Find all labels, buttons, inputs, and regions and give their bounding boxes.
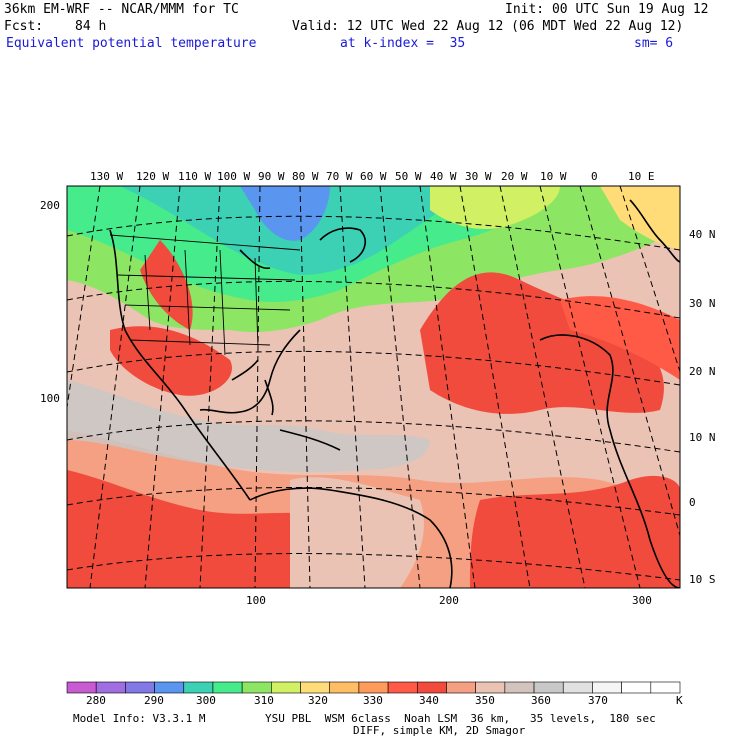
lat-label: 10 N [689, 431, 716, 444]
colorbar-swatch [358, 681, 389, 694]
color-bar [66, 681, 681, 694]
lon-label: 50 W [395, 170, 422, 183]
lon-label: 120 W [136, 170, 170, 183]
grid-y-label: 100 [40, 392, 60, 405]
forecast-hour: 84 h [75, 19, 107, 34]
colorbar-tick: 320 [308, 694, 328, 707]
lon-label: 0 [591, 170, 598, 183]
model-title: 36km EM-WRF -- NCAR/MMM for TC [4, 2, 239, 17]
colorbar-swatch [562, 681, 593, 694]
init-time: Init: 00 UTC Sun 19 Aug 12 [505, 2, 709, 17]
lon-label: 10 E [628, 170, 655, 183]
colorbar-swatch [183, 681, 214, 694]
colorbar-tick: 300 [196, 694, 216, 707]
colorbar-swatch [329, 681, 360, 694]
colorbar-tick: 280 [86, 694, 106, 707]
lon-label: 20 W [501, 170, 528, 183]
lon-label: 70 W [326, 170, 353, 183]
lat-label: 0 [689, 496, 696, 509]
colorbar-swatch [212, 681, 243, 694]
forecast-label: Fcst: [4, 19, 44, 34]
colorbar-swatch [592, 681, 622, 694]
grid-x-label: 100 [246, 594, 266, 607]
colorbar-swatch [504, 681, 535, 694]
colorbar-tick: 310 [254, 694, 274, 707]
colorbar-swatch [125, 681, 155, 694]
colorbar-swatch [416, 681, 447, 694]
lon-label: 90 W [258, 170, 285, 183]
smoothing-info: sm= 6 [634, 36, 674, 51]
colorbar-swatch [446, 681, 476, 694]
lat-label: 20 N [689, 365, 716, 378]
lon-label: 60 W [360, 170, 387, 183]
lon-label: 80 W [292, 170, 319, 183]
grid-y-label: 200 [40, 199, 60, 212]
theta-e-field [67, 186, 680, 588]
field-name: Equivalent potential temperature [6, 36, 257, 51]
valid-time: Valid: 12 UTC Wed 22 Aug 12 (06 MDT Wed … [292, 19, 684, 34]
colorbar-swatch [154, 681, 185, 694]
grid-x-label: 300 [632, 594, 652, 607]
colorbar-tick: 370 [588, 694, 608, 707]
colorbar-swatch [271, 681, 301, 694]
lon-label: 10 W [540, 170, 567, 183]
colorbar-swatch [241, 681, 272, 694]
colorbar-tick: 350 [475, 694, 495, 707]
colorbar-tick: 290 [144, 694, 164, 707]
colorbar-swatch [300, 681, 331, 694]
lon-label: 110 W [178, 170, 212, 183]
level-info: at k-index = 35 [340, 36, 466, 51]
lon-label: 40 W [430, 170, 457, 183]
colorbar-tick: 360 [531, 694, 551, 707]
grid-x-label: 200 [439, 594, 459, 607]
colorbar-unit: K [676, 694, 683, 707]
colorbar-tick: 330 [363, 694, 383, 707]
colorbar-swatch [650, 681, 681, 694]
model-info: Model Info: V3.3.1 M YSU PBL WSM 6class … [73, 712, 656, 725]
lat-label: 10 S [689, 573, 716, 586]
map-frame [66, 185, 681, 589]
colorbar-swatch [95, 681, 126, 694]
physics-info: DIFF, simple KM, 2D Smagor [353, 724, 526, 737]
lon-label: 30 W [465, 170, 492, 183]
lat-label: 30 N [689, 297, 716, 310]
colorbar-swatch [387, 681, 418, 694]
lon-label: 130 W [90, 170, 124, 183]
colorbar-tick: 340 [419, 694, 439, 707]
colorbar-swatch [533, 681, 564, 694]
colorbar-swatch [66, 681, 97, 694]
colorbar-swatch [621, 681, 652, 694]
lat-label: 40 N [689, 228, 716, 241]
lon-label: 100 W [217, 170, 251, 183]
colorbar-swatch [475, 681, 506, 694]
